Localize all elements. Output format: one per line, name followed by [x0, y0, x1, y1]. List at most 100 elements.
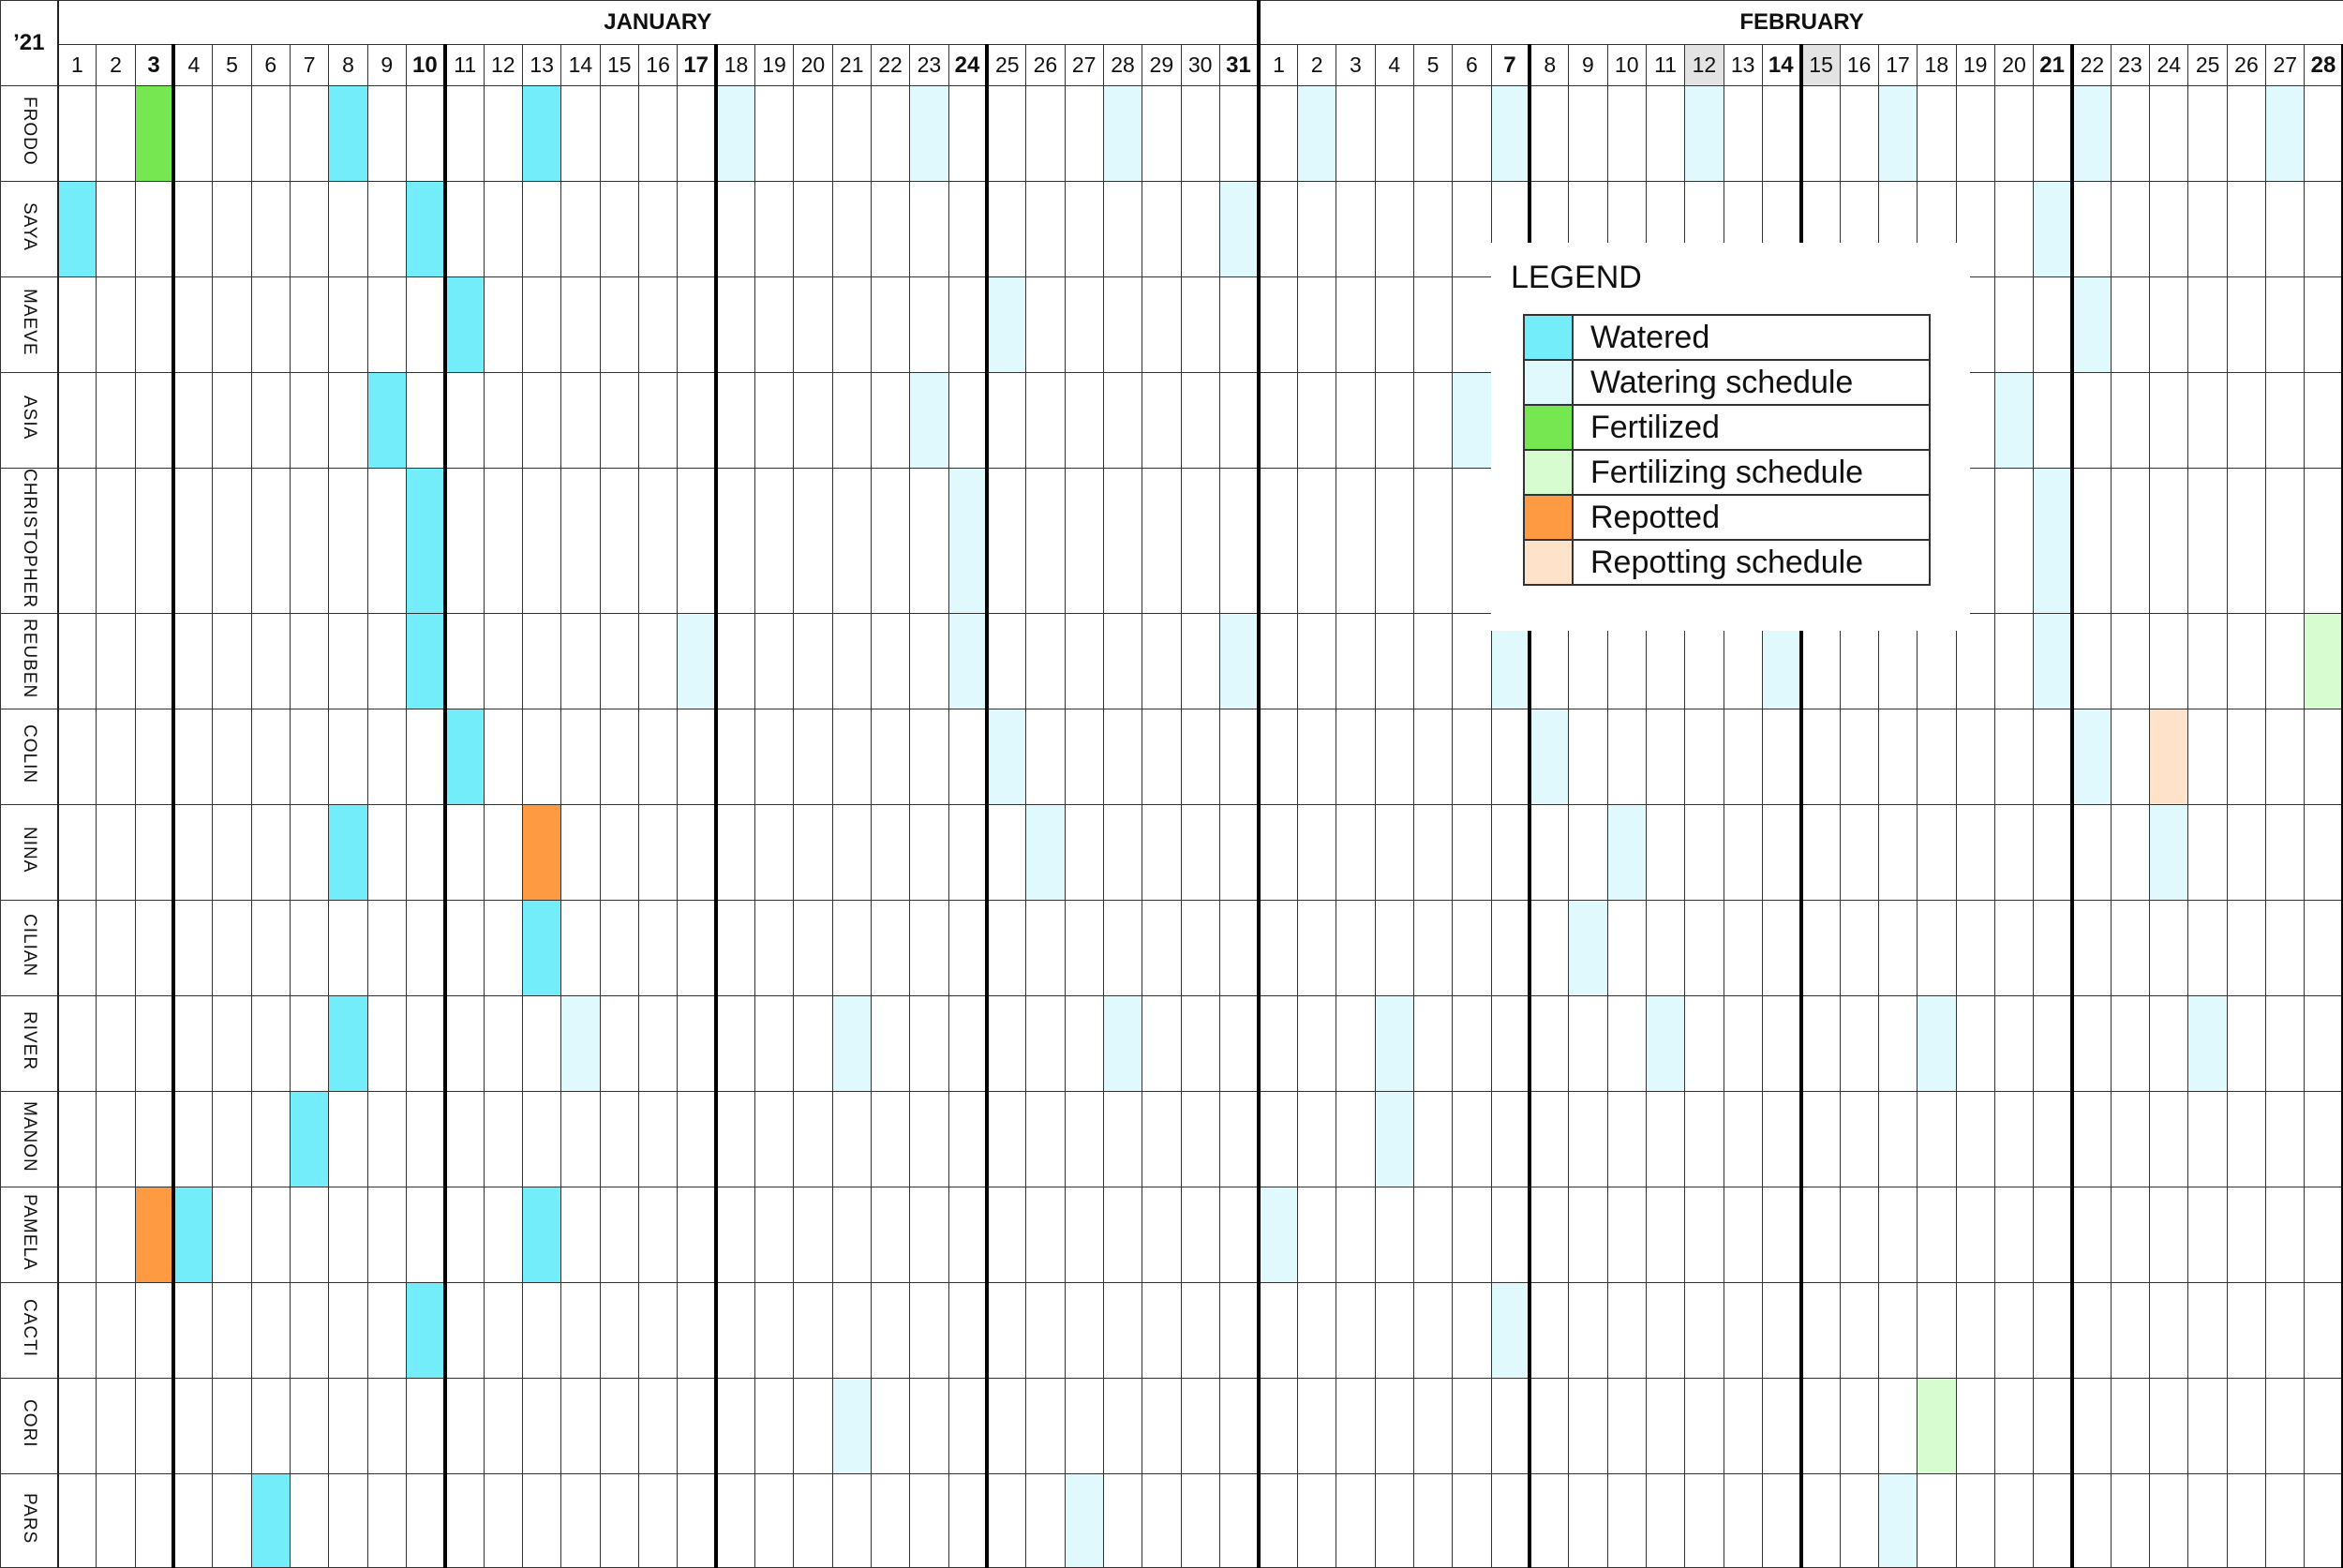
- day-cell[interactable]: [2227, 613, 2265, 709]
- day-cell[interactable]: [2266, 613, 2305, 709]
- day-cell[interactable]: [1569, 709, 1607, 804]
- day-cell[interactable]: [445, 86, 484, 182]
- day-cell[interactable]: [948, 1378, 987, 1473]
- day-cell[interactable]: [2227, 1378, 2265, 1473]
- day-cell[interactable]: [678, 1473, 716, 1567]
- day-cell[interactable]: [910, 1091, 948, 1187]
- day-cell[interactable]: [832, 1282, 871, 1378]
- day-cell[interactable]: [97, 277, 135, 373]
- day-cell-watering-schedule[interactable]: [1297, 86, 1336, 182]
- day-cell[interactable]: [2188, 1091, 2227, 1187]
- day-cell[interactable]: [445, 1187, 484, 1282]
- day-cell[interactable]: [1219, 469, 1259, 614]
- day-cell-watered[interactable]: [329, 86, 367, 182]
- day-cell[interactable]: [1685, 995, 1724, 1091]
- day-cell[interactable]: [1801, 995, 1840, 1091]
- day-cell[interactable]: [910, 900, 948, 995]
- day-cell[interactable]: [1685, 709, 1724, 804]
- day-cell[interactable]: [1956, 86, 1994, 182]
- day-cell[interactable]: [987, 86, 1025, 182]
- day-cell[interactable]: [561, 277, 600, 373]
- day-cell[interactable]: [1453, 277, 1491, 373]
- day-cell[interactable]: [2305, 900, 2343, 995]
- day-cell[interactable]: [987, 1282, 1025, 1378]
- day-cell[interactable]: [948, 373, 987, 469]
- day-cell[interactable]: [445, 1282, 484, 1378]
- day-cell[interactable]: [1297, 1473, 1336, 1567]
- day-cell[interactable]: [367, 900, 406, 995]
- day-cell[interactable]: [754, 373, 793, 469]
- day-cell[interactable]: [1607, 1282, 1646, 1378]
- day-cell-watered[interactable]: [329, 995, 367, 1091]
- day-cell[interactable]: [987, 1091, 1025, 1187]
- day-cell[interactable]: [2150, 613, 2188, 709]
- day-cell[interactable]: [1994, 995, 2033, 1091]
- day-cell[interactable]: [58, 709, 97, 804]
- day-cell[interactable]: [1840, 995, 1878, 1091]
- day-cell[interactable]: [987, 613, 1025, 709]
- day-cell[interactable]: [2111, 1378, 2149, 1473]
- day-cell[interactable]: [135, 709, 173, 804]
- day-cell[interactable]: [600, 373, 638, 469]
- day-cell[interactable]: [1413, 613, 1452, 709]
- day-cell[interactable]: [832, 1187, 871, 1282]
- day-cell[interactable]: [2034, 1187, 2072, 1282]
- day-cell[interactable]: [1918, 1282, 1956, 1378]
- day-cell[interactable]: [1181, 86, 1219, 182]
- day-cell-watering-schedule[interactable]: [948, 613, 987, 709]
- day-cell[interactable]: [1219, 86, 1259, 182]
- day-cell[interactable]: [1878, 804, 1917, 900]
- day-cell[interactable]: [213, 373, 251, 469]
- day-cell[interactable]: [638, 1282, 677, 1378]
- day-cell[interactable]: [1956, 995, 1994, 1091]
- day-cell[interactable]: [1918, 709, 1956, 804]
- day-cell[interactable]: [251, 182, 290, 277]
- day-cell[interactable]: [754, 900, 793, 995]
- day-cell[interactable]: [1181, 709, 1219, 804]
- day-cell[interactable]: [135, 995, 173, 1091]
- day-cell[interactable]: [871, 613, 909, 709]
- day-cell[interactable]: [58, 995, 97, 1091]
- day-cell[interactable]: [2305, 1187, 2343, 1282]
- day-cell[interactable]: [251, 1187, 290, 1282]
- day-cell[interactable]: [367, 1473, 406, 1567]
- day-cell[interactable]: [58, 900, 97, 995]
- day-cell[interactable]: [251, 373, 290, 469]
- day-cell[interactable]: [1724, 1282, 1762, 1378]
- day-cell[interactable]: [754, 182, 793, 277]
- day-cell[interactable]: [1413, 995, 1452, 1091]
- day-cell[interactable]: [173, 86, 212, 182]
- day-cell[interactable]: [716, 182, 754, 277]
- day-cell[interactable]: [794, 373, 832, 469]
- day-cell[interactable]: [1336, 709, 1375, 804]
- day-cell[interactable]: [135, 613, 173, 709]
- day-cell[interactable]: [1762, 1187, 1800, 1282]
- day-cell[interactable]: [1956, 804, 1994, 900]
- day-cell[interactable]: [213, 709, 251, 804]
- day-cell[interactable]: [1259, 469, 1297, 614]
- day-cell-watering-schedule[interactable]: [1878, 86, 1917, 182]
- day-cell[interactable]: [1297, 182, 1336, 277]
- day-cell[interactable]: [1026, 86, 1065, 182]
- day-cell[interactable]: [484, 995, 522, 1091]
- day-cell[interactable]: [678, 1091, 716, 1187]
- day-cell[interactable]: [2227, 1282, 2265, 1378]
- day-cell-watering-schedule[interactable]: [1026, 804, 1065, 900]
- day-cell[interactable]: [522, 277, 560, 373]
- day-cell[interactable]: [1994, 277, 2033, 373]
- day-cell[interactable]: [1297, 900, 1336, 995]
- day-cell[interactable]: [561, 900, 600, 995]
- day-cell[interactable]: [948, 277, 987, 373]
- day-cell[interactable]: [2111, 86, 2149, 182]
- day-cell[interactable]: [251, 1282, 290, 1378]
- day-cell[interactable]: [1142, 277, 1181, 373]
- day-cell[interactable]: [1918, 1473, 1956, 1567]
- day-cell[interactable]: [754, 709, 793, 804]
- day-cell[interactable]: [910, 277, 948, 373]
- day-cell[interactable]: [2266, 1378, 2305, 1473]
- day-cell[interactable]: [522, 182, 560, 277]
- day-cell[interactable]: [1336, 277, 1375, 373]
- day-cell[interactable]: [638, 995, 677, 1091]
- day-cell[interactable]: [97, 1091, 135, 1187]
- day-cell[interactable]: [173, 1282, 212, 1378]
